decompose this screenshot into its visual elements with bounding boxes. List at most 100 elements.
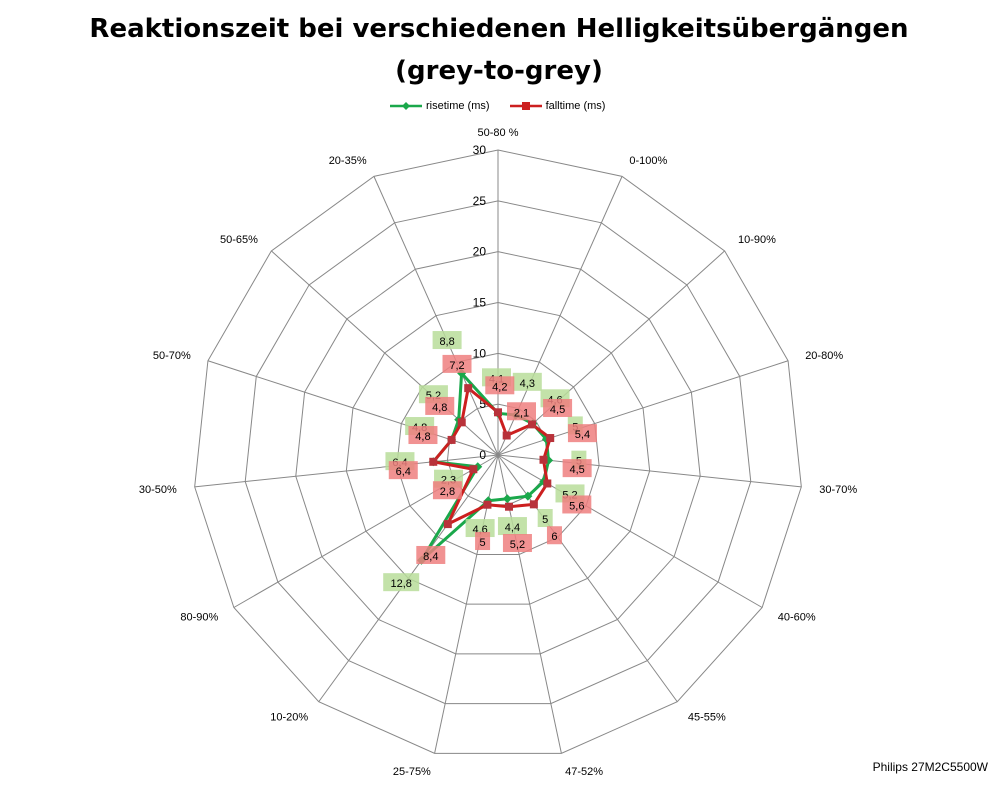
data-label: 4,5 [550,404,565,416]
grid-ring [194,149,802,754]
data-point[interactable] [469,465,478,474]
data-point[interactable] [502,431,511,440]
radar-grid [194,149,802,754]
data-point[interactable] [443,520,452,529]
data-point[interactable] [523,491,533,501]
data-label-bg [442,354,472,373]
grid-ring [345,301,651,605]
data-point[interactable] [539,455,548,464]
data-label-bg [497,517,527,536]
series-line [431,386,552,526]
data-point[interactable] [457,418,466,427]
data-label-bg [567,424,597,443]
data-point[interactable] [494,408,502,417]
legend-rise-swatch [390,102,422,110]
footer-model: Philips 27M2C5500W [872,760,988,774]
data-label: 8,4 [423,551,438,563]
category-labels: 50-80 % 0-100% 10-90% 20-80% 30-70% 40-60% 45-… [139,127,858,778]
grid-ring [396,352,600,555]
data-label-bg [512,372,542,391]
chart-title-line2: (grey-to-grey) [395,56,603,86]
tick-label: 0 [479,448,486,462]
chart-title-line1: Reaktionszeit bei verschiedenen Helligke… [89,14,909,44]
data-label-bg [475,532,491,551]
data-label-bg [543,398,573,417]
legend: risetime (ms) falltime (ms) [390,100,605,112]
data-label: 6,4 [396,466,411,478]
grid-ring [244,200,752,705]
data-label: 4,4 [505,522,520,534]
data-label-bg [502,534,532,553]
tick-label: 30 [473,143,487,157]
data-point[interactable] [527,420,536,429]
data-label: 5,4 [575,429,590,441]
data-label: 2,1 [514,407,529,419]
data-label-bg [546,526,562,545]
data-point[interactable] [546,434,555,443]
data-label: 7,2 [449,360,464,372]
data-point[interactable] [502,494,512,504]
data-label: 2,8 [440,486,455,498]
grid-ring [295,251,701,655]
data-label: 5 [542,514,548,526]
category-label: 30-50% [139,484,177,496]
data-label-bg [562,495,592,514]
data-label: 4,5 [569,464,584,476]
tick-label: 25 [473,194,487,208]
category-label: 80-90% [180,612,218,624]
category-label: 10-90% [738,234,776,246]
grid-spoke [194,454,499,488]
category-label: 50-70% [153,350,191,362]
legend-fall-label: falltime (ms) [545,100,606,112]
category-label: 45-55% [688,711,726,723]
data-label-bg [537,509,553,528]
data-label: 4,3 [520,378,535,390]
tick-label: 15 [473,296,487,310]
category-label: 25-75% [393,766,431,778]
data-label: 4,8 [432,402,447,414]
data-label-bg [416,545,446,564]
data-label-bg [432,331,462,350]
data-point[interactable] [483,500,492,509]
tick-label: 10 [473,346,487,360]
legend-item-fall[interactable]: falltime (ms) [509,100,606,112]
data-label: 12,8 [390,578,411,590]
data-point[interactable] [504,502,513,511]
data-point[interactable] [529,500,538,509]
grid-spoke [497,454,678,703]
data-label: 6 [551,531,557,543]
chart-title: Reaktionszeit bei verschiedenen Helligke… [0,8,998,92]
data-label: 5 [480,537,486,549]
data-label-bg [562,459,592,478]
data-label-bg [432,481,462,500]
data-labels-falltime: 4,2 2,1 4,5 5,4 4,5 5,6 6 5,2 5 8,4 2,8 6,4 4,8 4,8 7,… [388,354,597,564]
legend-rise-label: risetime (ms) [426,100,490,112]
legend-item-rise[interactable]: risetime (ms) [390,100,490,112]
data-label: 4,8 [415,431,430,443]
data-label: 5,2 [510,539,525,551]
data-label-bg [408,426,438,445]
data-label-bg [383,573,420,592]
data-label: 8,8 [439,336,454,348]
radial-ticks: 0 5 10 15 20 25 30 [473,143,487,462]
category-label: 20-80% [805,350,843,362]
category-label: 40-60% [778,612,816,624]
tick-label: 20 [473,245,487,259]
tick-label: 5 [479,397,486,411]
data-label: 4,2 [492,381,507,393]
data-label-bg [388,461,418,480]
data-point[interactable] [447,435,456,444]
grid-spoke [373,176,499,456]
data-point[interactable] [464,384,473,393]
category-label: 50-80 % [478,127,519,139]
category-label: 0-100% [629,155,667,167]
category-label: 30-70% [819,484,857,496]
data-point[interactable] [543,479,552,488]
data-point[interactable] [429,457,438,466]
data-label: 5,6 [569,500,584,512]
data-label-bg [425,396,455,415]
category-label: 10-20% [270,711,308,723]
data-label-bg [506,402,536,421]
category-label: 50-65% [220,234,258,246]
